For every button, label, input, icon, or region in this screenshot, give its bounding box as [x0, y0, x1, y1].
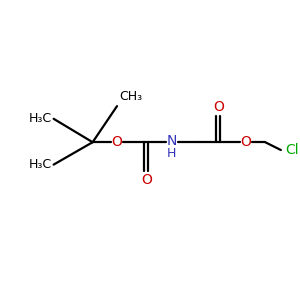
Text: O: O [112, 135, 122, 149]
Text: O: O [213, 100, 224, 114]
Text: H₃C: H₃C [28, 158, 52, 171]
Text: N: N [167, 134, 177, 148]
Text: O: O [240, 135, 251, 149]
Text: H₃C: H₃C [28, 112, 52, 125]
Text: CH₃: CH₃ [119, 90, 142, 103]
Text: Cl: Cl [286, 143, 299, 157]
Text: O: O [141, 173, 152, 188]
Text: H: H [167, 147, 176, 161]
